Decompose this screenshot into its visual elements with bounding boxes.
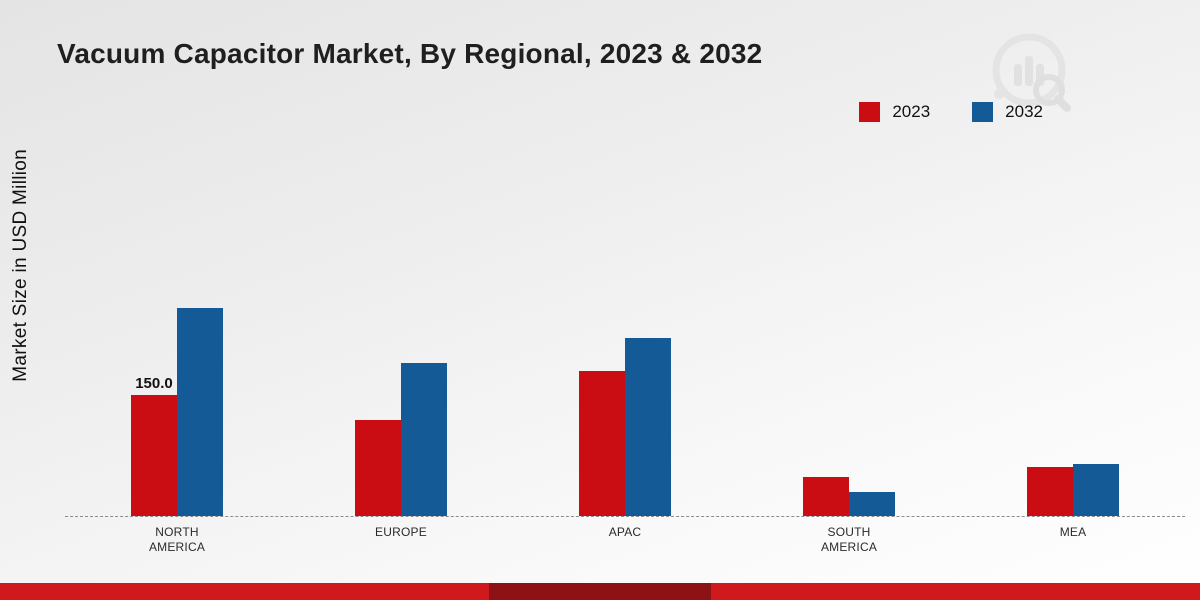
bar-group-north-america: 150.0 [112,290,242,516]
category-label-apac: APAC [608,525,642,539]
category-cell-apac: APAC [560,525,690,555]
category-label-mea: MEA [1059,525,1087,539]
category-label-north-america: NORTH AMERICA [148,525,206,554]
y-axis-label: Market Size in USD Million [10,148,31,382]
category-label-europe: EUROPE [375,525,427,539]
bar-2023-europe [355,420,401,516]
category-cell-north-america: NORTH AMERICA [112,525,242,555]
bar-group-europe [336,290,466,516]
watermark-logo-icon [992,33,1071,112]
bar-groups: 150.0 [65,290,1185,516]
bar-2032-mea [1073,464,1119,516]
legend-swatch-2032-icon [972,102,994,122]
legend-label-2032: 2032 [1005,102,1043,121]
legend: 2023 2032 [859,102,1043,122]
category-label-south-america: SOUTH AMERICA [820,525,878,554]
legend-label-2023: 2023 [892,102,931,121]
bar-2032-north-america [177,308,223,516]
bar-2032-europe [401,363,447,516]
category-cell-mea: MEA [1008,525,1138,555]
bar-group-mea [1008,290,1138,516]
bar-2023-apac [579,371,625,516]
chart-title: Vacuum Capacitor Market, By Regional, 20… [57,38,763,69]
x-axis-baseline [65,516,1185,517]
bar-group-apac [560,290,690,516]
category-cell-europe: EUROPE [336,525,466,555]
footer-brand-bar [0,583,1200,600]
legend-item-2023: 2023 [859,102,930,122]
legend-item-2032: 2032 [972,102,1043,122]
bar-chart: 150.0 NORTH AMERICA EUROPE APAC SOUTH AMERI… [65,290,1185,555]
bar-2023-south-america [803,477,849,516]
bar-group-south-america [784,290,914,516]
category-cell-south-america: SOUTH AMERICA [784,525,914,555]
footer-logo-block [489,583,711,600]
bar-2032-south-america [849,492,895,516]
legend-swatch-2023-icon [859,102,881,122]
bar-2023-north-america [131,395,177,516]
bar-2032-apac [625,338,671,516]
y-axis-label-wrap: Market Size in USD Million [6,0,36,530]
category-labels: NORTH AMERICA EUROPE APAC SOUTH AMERICA MEA [65,525,1185,555]
bar-2023-mea [1027,467,1073,516]
data-label-north-america-2023: 150.0 [135,375,173,392]
